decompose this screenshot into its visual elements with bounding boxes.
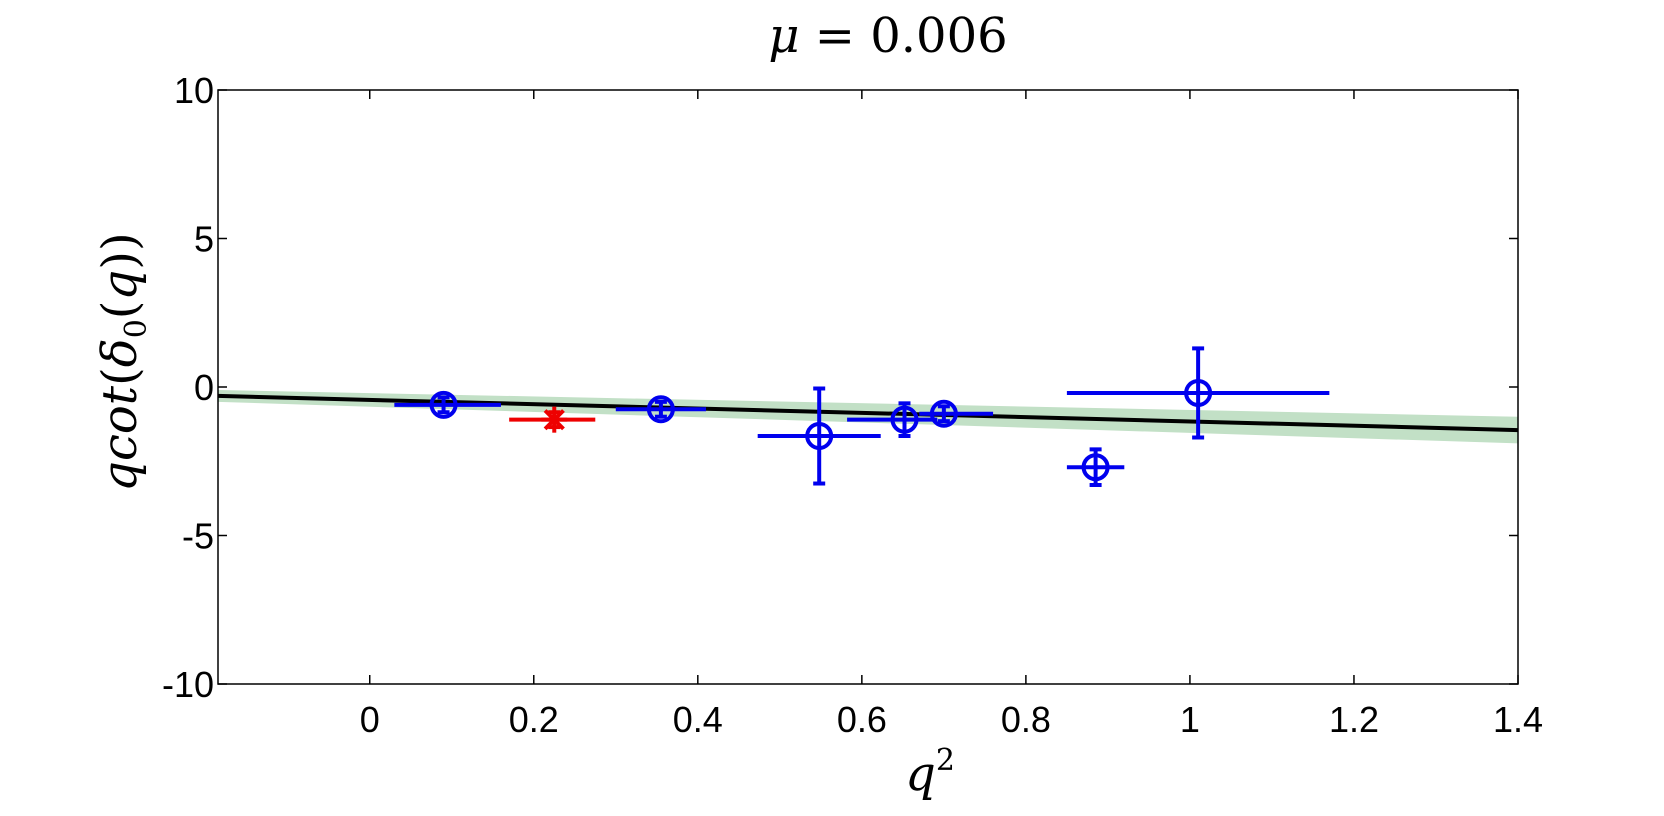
circle-data-point — [1066, 346, 1330, 440]
circle-marker — [929, 399, 958, 428]
star-marker — [541, 406, 568, 433]
y-axis-label-arg: q — [92, 270, 148, 301]
circle-data-point — [615, 395, 707, 424]
y-axis-label-open2: ( — [92, 300, 148, 319]
y-tick-label: -10 — [162, 664, 214, 705]
ticks-layer: 0 0.2 0.4 0.6 0.8 1 1.2 1.4 10 5 0 -5 -10 — [162, 70, 1543, 740]
circle-data-point — [757, 386, 881, 486]
y-axis-label-open1: ( — [92, 367, 148, 386]
x-axis-label-sup: 2 — [936, 743, 955, 778]
circle-marker — [646, 395, 675, 424]
x-tick-label: 1 — [1180, 699, 1200, 740]
circle-data-point — [394, 390, 501, 419]
y-axis-label-delta: δ — [92, 338, 148, 367]
y-axis-label-sub: 0 — [119, 319, 154, 338]
y-axis-label-close: )) — [92, 232, 148, 269]
circle-data-point — [847, 401, 938, 439]
star-data-point — [509, 406, 596, 433]
circle-marker — [890, 405, 919, 434]
x-tick-label: 0.8 — [1001, 699, 1051, 740]
x-tick-label: 1.2 — [1329, 699, 1379, 740]
x-tick-label: 0.6 — [837, 699, 887, 740]
circle-marker — [429, 390, 458, 419]
y-tick-label: 10 — [174, 70, 214, 111]
x-tick-label: 1.4 — [1493, 699, 1543, 740]
y-axis-label-pre: qcot — [92, 385, 148, 492]
circle-marker — [1081, 453, 1110, 482]
x-tick-label: 0.4 — [673, 699, 723, 740]
y-axis-label: qcot(δ0(q)) — [92, 232, 154, 491]
circle-marker — [805, 422, 834, 451]
y-tick-label: 0 — [194, 367, 214, 408]
title-value: 0.006 — [870, 8, 1007, 64]
x-axis-label-base: q — [905, 746, 936, 802]
title-equals: = — [800, 8, 871, 64]
plot-frame — [217, 89, 1519, 685]
fit-line — [217, 393, 1519, 433]
circle-data-point — [919, 399, 994, 428]
x-tick-label: 0.2 — [509, 699, 559, 740]
chart-title: μ = 0.006 — [768, 8, 1007, 64]
star-stroke — [543, 409, 565, 431]
y-tick-label: 5 — [194, 219, 214, 260]
circle-marker — [1184, 378, 1213, 407]
title-mu: μ — [768, 8, 799, 64]
y-tick-label: -5 — [182, 516, 214, 557]
circle-data-point — [1066, 447, 1125, 488]
fit-line-layer — [217, 393, 1519, 433]
x-axis-label: q2 — [905, 743, 955, 802]
x-tick-label: 0 — [360, 699, 380, 740]
data-points-layer — [394, 346, 1330, 488]
